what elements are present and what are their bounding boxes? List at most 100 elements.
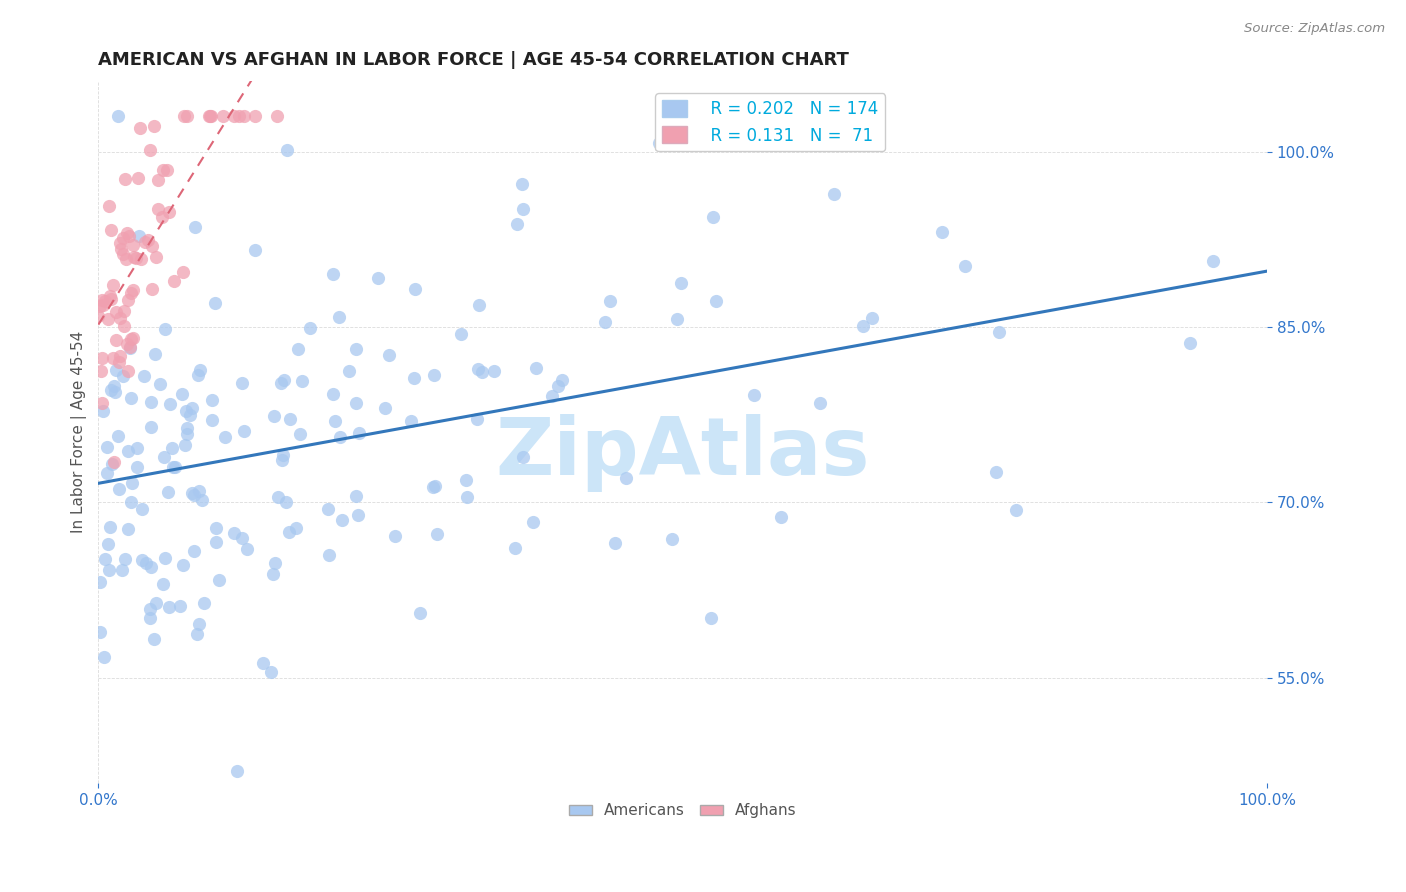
Point: [404, 282, 426, 296]
Point: [87, 310, 110, 324]
Point: [108, 310, 131, 325]
Point: [91, 351, 114, 366]
Point: [98, 520, 121, 534]
Point: [104, 362, 127, 376]
Point: [114, 552, 136, 566]
Point: [456, 473, 478, 487]
Point: [374, 401, 396, 415]
Point: [347, 508, 370, 522]
Point: [599, 294, 621, 309]
Point: [666, 311, 689, 326]
Point: [148, 202, 170, 216]
Point: [93, 649, 115, 664]
Point: [288, 426, 311, 441]
Point: [349, 426, 371, 441]
Point: [127, 170, 149, 185]
Point: [153, 322, 176, 336]
Point: [176, 403, 198, 417]
Point: [162, 460, 184, 475]
Point: [120, 391, 142, 405]
Point: [120, 332, 142, 346]
Point: [103, 277, 125, 292]
Point: [118, 342, 141, 356]
Point: [145, 250, 167, 264]
Point: [551, 373, 574, 387]
Point: [214, 430, 236, 444]
Point: [506, 217, 529, 231]
Y-axis label: In Labor Force | Age 45-54: In Labor Force | Age 45-54: [72, 331, 87, 533]
Point: [769, 509, 792, 524]
Point: [953, 259, 976, 273]
Point: [98, 289, 121, 303]
Point: [115, 252, 138, 267]
Point: [157, 485, 180, 500]
Point: [141, 419, 163, 434]
Point: [143, 347, 166, 361]
Point: [108, 482, 131, 496]
Point: [111, 563, 134, 577]
Point: [422, 480, 444, 494]
Point: [117, 364, 139, 378]
Point: [231, 531, 253, 545]
Point: [139, 602, 162, 616]
Text: AMERICAN VS AFGHAN IN LABOR FORCE | AGE 45-54 CORRELATION CHART: AMERICAN VS AFGHAN IN LABOR FORCE | AGE …: [98, 51, 849, 69]
Text: ZipAtlas: ZipAtlas: [495, 414, 870, 492]
Point: [172, 265, 194, 279]
Point: [91, 403, 114, 417]
Point: [169, 599, 191, 613]
Point: [89, 624, 111, 639]
Point: [141, 282, 163, 296]
Point: [328, 310, 350, 324]
Point: [450, 326, 472, 341]
Point: [224, 526, 246, 541]
Point: [139, 143, 162, 157]
Point: [124, 252, 146, 266]
Point: [273, 373, 295, 387]
Point: [200, 110, 222, 124]
Point: [200, 110, 222, 124]
Point: [212, 110, 235, 124]
Point: [157, 205, 180, 219]
Point: [262, 567, 284, 582]
Point: [384, 529, 406, 543]
Point: [423, 479, 446, 493]
Point: [96, 466, 118, 480]
Point: [152, 576, 174, 591]
Point: [131, 553, 153, 567]
Point: [367, 271, 389, 285]
Point: [176, 427, 198, 442]
Point: [284, 521, 307, 535]
Point: [742, 388, 765, 402]
Point: [120, 286, 142, 301]
Point: [173, 110, 195, 124]
Point: [236, 541, 259, 556]
Point: [547, 378, 569, 392]
Point: [222, 110, 245, 124]
Point: [1202, 253, 1225, 268]
Point: [512, 202, 534, 216]
Point: [267, 490, 290, 504]
Point: [103, 455, 125, 469]
Point: [122, 331, 145, 345]
Point: [183, 544, 205, 558]
Point: [467, 361, 489, 376]
Point: [176, 421, 198, 435]
Point: [243, 110, 266, 124]
Point: [201, 413, 224, 427]
Point: [426, 526, 449, 541]
Point: [201, 392, 224, 407]
Point: [278, 412, 301, 426]
Point: [541, 389, 564, 403]
Point: [323, 414, 346, 428]
Point: [188, 362, 211, 376]
Point: [163, 274, 186, 288]
Point: [100, 223, 122, 237]
Point: [669, 276, 692, 290]
Point: [190, 492, 212, 507]
Point: [337, 364, 360, 378]
Point: [104, 305, 127, 319]
Point: [605, 536, 627, 550]
Legend: Americans, Afghans: Americans, Afghans: [562, 797, 803, 824]
Point: [115, 336, 138, 351]
Point: [510, 177, 533, 191]
